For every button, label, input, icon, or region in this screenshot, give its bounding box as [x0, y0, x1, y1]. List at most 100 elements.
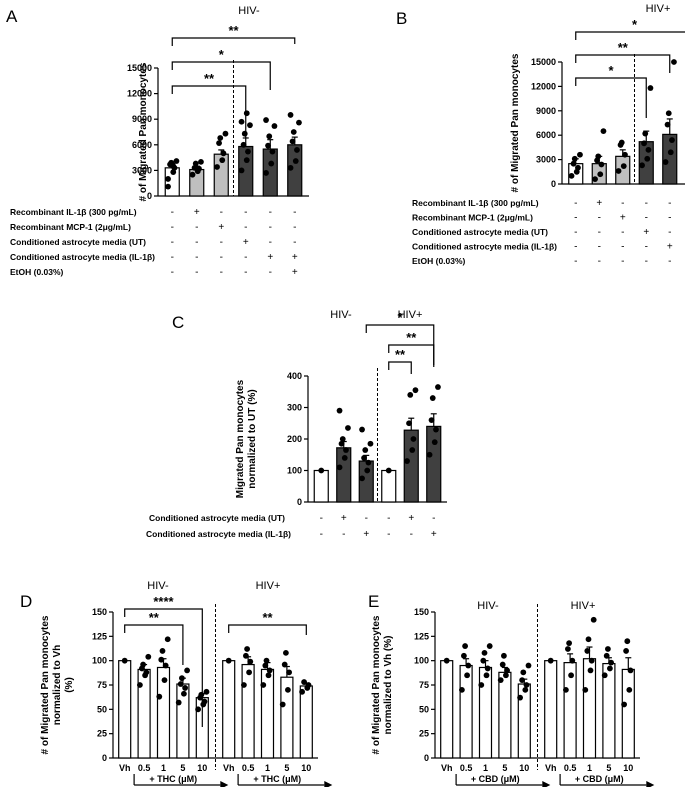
data-point [465, 662, 472, 669]
data-point [569, 657, 576, 664]
data-point [181, 690, 187, 697]
panel-title: HIV- [238, 5, 260, 17]
data-point [620, 163, 627, 170]
data-point [299, 688, 305, 695]
data-point [173, 158, 180, 164]
data-point [241, 682, 247, 688]
significance-bracket [228, 624, 307, 635]
data-point [238, 167, 245, 174]
data-point [483, 672, 490, 679]
y-tick-label: 400 [287, 371, 302, 381]
condition-sign: + [267, 252, 273, 263]
y-tick-label: 6000 [536, 130, 556, 140]
condition-label: Conditioned astrocyte media (IL-1β) [10, 252, 155, 262]
condition-sign: - [220, 252, 223, 263]
data-point [523, 682, 530, 688]
condition-sign: - [320, 513, 323, 524]
condition-sign: - [171, 207, 174, 218]
data-point [626, 686, 633, 693]
data-point [587, 667, 594, 674]
condition-sign: - [293, 207, 296, 218]
data-point [143, 669, 150, 676]
data-point [406, 420, 412, 427]
bar [440, 660, 454, 759]
significance-label: ** [395, 347, 406, 362]
data-point [563, 686, 569, 693]
condition-sign: - [668, 213, 671, 224]
x-tick-label: 1 [483, 763, 488, 773]
treatment-arrowhead [542, 781, 551, 787]
significance-label: * [632, 17, 638, 32]
data-point [645, 146, 652, 153]
data-point [622, 151, 628, 158]
data-point [647, 85, 654, 91]
data-point [598, 161, 605, 168]
data-point [161, 677, 168, 684]
y-tick-label: 100 [287, 466, 302, 476]
data-point [582, 686, 589, 693]
condition-sign: + [292, 252, 298, 263]
y-axis-title: normalized to Vh (%) [383, 636, 394, 735]
y-axis-title: normalized to UT (%) [247, 389, 258, 488]
data-point [431, 439, 438, 446]
data-point [547, 657, 554, 664]
data-point [662, 159, 669, 165]
data-point [196, 165, 202, 172]
data-point [244, 646, 251, 652]
condition-sign: - [598, 242, 601, 253]
condition-sign: - [432, 513, 435, 524]
condition-sign: + [431, 529, 437, 540]
data-point [266, 133, 273, 140]
data-point [189, 171, 196, 178]
data-point [260, 682, 267, 688]
x-tick-label: 1 [265, 763, 270, 773]
x-tick-label: Vh [223, 763, 235, 773]
data-point [522, 686, 529, 693]
data-point [443, 657, 450, 664]
condition-sign: - [387, 529, 390, 540]
data-point [359, 426, 365, 433]
x-tick-label: Vh [545, 763, 557, 773]
data-point [459, 686, 465, 693]
y-tick-label: 300 [287, 403, 302, 413]
y-tick-label: 25 [97, 729, 107, 739]
data-point [271, 123, 278, 129]
data-point [318, 467, 325, 474]
y-tick-label: 9000 [536, 106, 556, 116]
data-point [462, 643, 468, 649]
data-point [294, 147, 300, 153]
data-point [519, 677, 525, 684]
data-point [266, 667, 273, 674]
data-point [429, 395, 436, 401]
data-point [361, 455, 367, 461]
y-tick-label: 0 [297, 497, 302, 507]
data-point [341, 455, 348, 461]
data-point [433, 426, 439, 433]
condition-sign: + [292, 267, 298, 278]
data-point [409, 447, 416, 453]
data-point [503, 672, 509, 679]
data-point [565, 646, 571, 652]
data-point [486, 643, 493, 649]
data-point [279, 701, 286, 708]
treatment-arrowhead [324, 781, 333, 787]
condition-sign: - [668, 256, 671, 267]
data-point [364, 467, 371, 474]
treatment-label: + CBD (μM) [471, 774, 520, 784]
panel-a-chart: 0 3000 6000 9000 12000 15000# of Migrated Pan… [10, 5, 309, 278]
significance-label: * [608, 63, 614, 78]
y-tick-label: 12000 [531, 81, 556, 91]
data-point [624, 638, 631, 645]
panel-label-b: B [396, 9, 407, 28]
data-point [283, 649, 289, 656]
data-point [428, 417, 435, 423]
condition-sign: - [621, 227, 624, 238]
panel-e-chart: 0 25 50 75 100 125 150 # of Migrated Pan monocy… [371, 600, 655, 787]
y-axis-title: normalized to Vh [52, 645, 63, 726]
data-point [501, 652, 507, 659]
data-point [225, 657, 232, 664]
significance-bracket [575, 31, 685, 40]
data-point [480, 657, 487, 664]
data-point [177, 681, 184, 687]
